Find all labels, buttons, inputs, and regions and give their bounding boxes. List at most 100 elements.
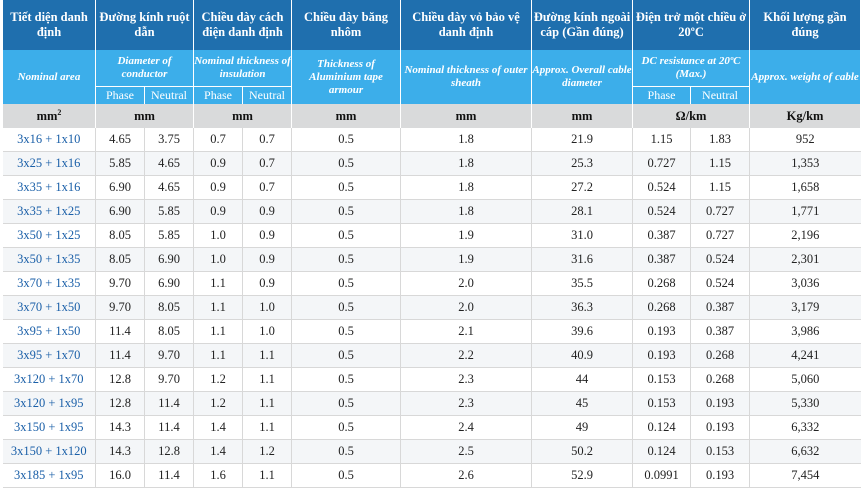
cell-weight: 5,330 bbox=[749, 391, 861, 416]
cell-conductor-neutral: 11.4 bbox=[143, 463, 194, 488]
cell-insulation-phase: 1.0 bbox=[193, 247, 243, 272]
cell-area: 3x35 + 1x25 bbox=[2, 199, 96, 224]
header-diameter-vi: Đường kính ngoài cáp (Gần đúng) bbox=[531, 0, 634, 50]
cell-conductor-neutral: 6.90 bbox=[143, 271, 194, 296]
cell-resistance-phase: 0.727 bbox=[632, 151, 691, 176]
cell-conductor-neutral: 5.85 bbox=[143, 199, 194, 224]
cell-conductor-phase: 6.90 bbox=[95, 175, 145, 200]
header-area-vi: Tiết diện danh định bbox=[2, 0, 96, 50]
cell-weight: 2,196 bbox=[749, 223, 861, 248]
subheader-resistance-neutral: Neutral bbox=[690, 86, 751, 104]
cell-tape: 0.5 bbox=[291, 271, 401, 296]
cell-conductor-phase: 8.05 bbox=[95, 247, 145, 272]
cell-resistance-neutral: 0.524 bbox=[690, 247, 750, 272]
subheader-insulation-neutral: Neutral bbox=[242, 86, 293, 104]
cell-weight: 7,454 bbox=[749, 463, 861, 488]
cell-diameter: 27.2 bbox=[531, 175, 633, 200]
cell-sheath: 1.8 bbox=[400, 128, 532, 152]
cell-sheath: 2.3 bbox=[400, 391, 532, 416]
table-row: 3x120 + 1x95 12.8 11.4 1.2 1.1 0.5 2.3 45 0.153 0… bbox=[2, 391, 861, 416]
cell-weight: 952 bbox=[749, 128, 861, 152]
cell-resistance-phase: 0.124 bbox=[632, 439, 691, 464]
cell-insulation-phase: 1.4 bbox=[193, 439, 243, 464]
cell-conductor-phase: 9.70 bbox=[95, 295, 145, 320]
cell-insulation-neutral: 0.7 bbox=[242, 128, 292, 152]
cell-resistance-phase: 0.193 bbox=[632, 319, 691, 344]
subheader-insulation-phase: Phase bbox=[193, 86, 244, 104]
cell-diameter: 36.3 bbox=[531, 295, 633, 320]
cell-resistance-phase: 0.153 bbox=[632, 367, 691, 392]
cell-resistance-neutral: 1.15 bbox=[690, 175, 750, 200]
cell-tape: 0.5 bbox=[291, 463, 401, 488]
unit-diameter: mm bbox=[531, 104, 634, 128]
cell-insulation-neutral: 1.0 bbox=[242, 295, 292, 320]
cell-area: 3x50 + 1x35 bbox=[2, 247, 96, 272]
table-row: 3x150 + 1x120 14.3 12.8 1.4 1.2 0.5 2.5 50.2 0.1… bbox=[2, 439, 861, 464]
cell-area: 3x25 + 1x16 bbox=[2, 151, 96, 176]
cell-conductor-phase: 12.8 bbox=[95, 391, 145, 416]
cell-insulation-phase: 1.4 bbox=[193, 415, 243, 440]
cell-insulation-neutral: 1.2 bbox=[242, 439, 292, 464]
cell-insulation-neutral: 0.9 bbox=[242, 199, 292, 224]
cell-insulation-phase: 1.1 bbox=[193, 319, 243, 344]
cell-conductor-phase: 16.0 bbox=[95, 463, 145, 488]
cell-insulation-phase: 1.6 bbox=[193, 463, 243, 488]
cell-insulation-phase: 1.1 bbox=[193, 295, 243, 320]
cell-weight: 2,301 bbox=[749, 247, 861, 272]
cell-sheath: 2.1 bbox=[400, 319, 532, 344]
cell-weight: 5,060 bbox=[749, 367, 861, 392]
cell-resistance-phase: 1.15 bbox=[632, 128, 691, 152]
cell-resistance-neutral: 0.193 bbox=[690, 415, 750, 440]
cell-insulation-phase: 1.1 bbox=[193, 271, 243, 296]
cell-resistance-phase: 0.387 bbox=[632, 247, 691, 272]
cell-conductor-phase: 9.70 bbox=[95, 271, 145, 296]
header-row-vietnamese: Tiết diện danh định Đường kính ruột dẫn … bbox=[2, 0, 862, 50]
cell-area: 3x150 + 1x120 bbox=[2, 439, 96, 464]
cell-sheath: 1.8 bbox=[400, 175, 532, 200]
cell-insulation-neutral: 1.1 bbox=[242, 415, 292, 440]
cell-insulation-neutral: 1.1 bbox=[242, 343, 292, 368]
table-row: 3x150 + 1x95 14.3 11.4 1.4 1.1 0.5 2.4 49 0.124 0… bbox=[2, 415, 861, 440]
cell-conductor-phase: 8.05 bbox=[95, 223, 145, 248]
table-row: 3x50 + 1x35 8.05 6.90 1.0 0.9 0.5 1.9 31.6 0.387… bbox=[2, 247, 861, 272]
cell-sheath: 2.5 bbox=[400, 439, 532, 464]
cell-tape: 0.5 bbox=[291, 247, 401, 272]
cell-resistance-phase: 0.268 bbox=[632, 271, 691, 296]
header-sheath-en: Nominal thickness of outer sheath bbox=[400, 50, 533, 104]
cell-diameter: 31.0 bbox=[531, 223, 633, 248]
cell-diameter: 31.6 bbox=[531, 247, 633, 272]
cell-resistance-phase: 0.124 bbox=[632, 415, 691, 440]
cell-resistance-phase: 0.524 bbox=[632, 175, 691, 200]
cell-resistance-phase: 0.0991 bbox=[632, 463, 691, 488]
cell-resistance-neutral: 0.153 bbox=[690, 439, 750, 464]
cell-area: 3x120 + 1x70 bbox=[2, 367, 96, 392]
cell-conductor-phase: 4.65 bbox=[95, 128, 145, 152]
cell-sheath: 1.9 bbox=[400, 223, 532, 248]
table-row: 3x185 + 1x95 16.0 11.4 1.6 1.1 0.5 2.6 52.9 0.09… bbox=[2, 463, 861, 488]
cell-tape: 0.5 bbox=[291, 391, 401, 416]
header-tape-en: Thickness of Aluminium tape armour bbox=[291, 50, 402, 104]
cell-insulation-neutral: 0.9 bbox=[242, 247, 292, 272]
cell-weight: 3,986 bbox=[749, 319, 861, 344]
cell-insulation-phase: 0.9 bbox=[193, 199, 243, 224]
unit-insulation: mm bbox=[193, 104, 293, 128]
cell-diameter: 28.1 bbox=[531, 199, 633, 224]
table-row: 3x95 + 1x50 11.4 8.05 1.1 1.0 0.5 2.1 39.6 0.193… bbox=[2, 319, 861, 344]
cell-sheath: 2.0 bbox=[400, 271, 532, 296]
cell-conductor-neutral: 9.70 bbox=[143, 343, 194, 368]
cell-tape: 0.5 bbox=[291, 319, 401, 344]
cell-sheath: 2.6 bbox=[400, 463, 532, 488]
header-insulation-en: Nominal thickness of insulation bbox=[193, 50, 293, 87]
cell-tape: 0.5 bbox=[291, 295, 401, 320]
cell-tape: 0.5 bbox=[291, 439, 401, 464]
unit-conductor: mm bbox=[94, 104, 195, 128]
cell-conductor-phase: 5.85 bbox=[95, 151, 145, 176]
cell-conductor-phase: 11.4 bbox=[95, 343, 145, 368]
header-resistance-vi: Điện trở một chiều ở 20ºC bbox=[632, 0, 751, 50]
units-row: mm2 mm mm mm mm mm Ω/km Kg/km bbox=[2, 104, 862, 128]
header-insulation-vi: Chiều dày cách điện danh định bbox=[193, 0, 293, 50]
header-conductor-en: Diameter of conductor bbox=[94, 50, 195, 87]
cell-tape: 0.5 bbox=[291, 415, 401, 440]
cell-tape: 0.5 bbox=[291, 367, 401, 392]
